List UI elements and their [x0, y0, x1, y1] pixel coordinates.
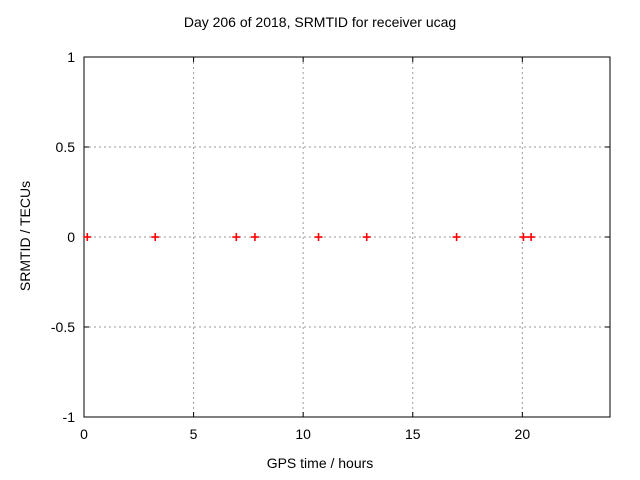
series-SRMTID [83, 233, 536, 241]
y-tick-label: -1 [63, 409, 76, 425]
x-tick-label: 0 [80, 426, 88, 442]
tick-marks [83, 56, 610, 418]
y-tick-label: -0.5 [51, 319, 75, 335]
data-point [452, 233, 461, 241]
tick-labels: 0 5 10 15 20 1 0.5 0 -0.5 -1 [51, 49, 530, 442]
x-tick-label: 10 [295, 426, 311, 442]
x-axis-label: GPS time / hours [266, 455, 374, 471]
data-point [527, 233, 536, 241]
y-axis-label: SRMTID / TECUs [17, 180, 33, 292]
data-point [362, 233, 371, 241]
data-point [232, 233, 241, 241]
chart-title: Day 206 of 2018, SRMTID for receiver uca… [183, 14, 457, 30]
data-point [151, 233, 160, 241]
x-tick-label: 15 [405, 426, 421, 442]
x-tick-label: 5 [190, 426, 198, 442]
x-tick-label: 20 [515, 426, 531, 442]
y-tick-label: 0.5 [56, 139, 76, 155]
data-point [314, 233, 323, 241]
y-tick-label: 1 [67, 49, 75, 65]
y-tick-label: 0 [67, 229, 75, 245]
data-point [519, 233, 528, 241]
data-point [250, 233, 259, 241]
data-point [83, 233, 92, 241]
